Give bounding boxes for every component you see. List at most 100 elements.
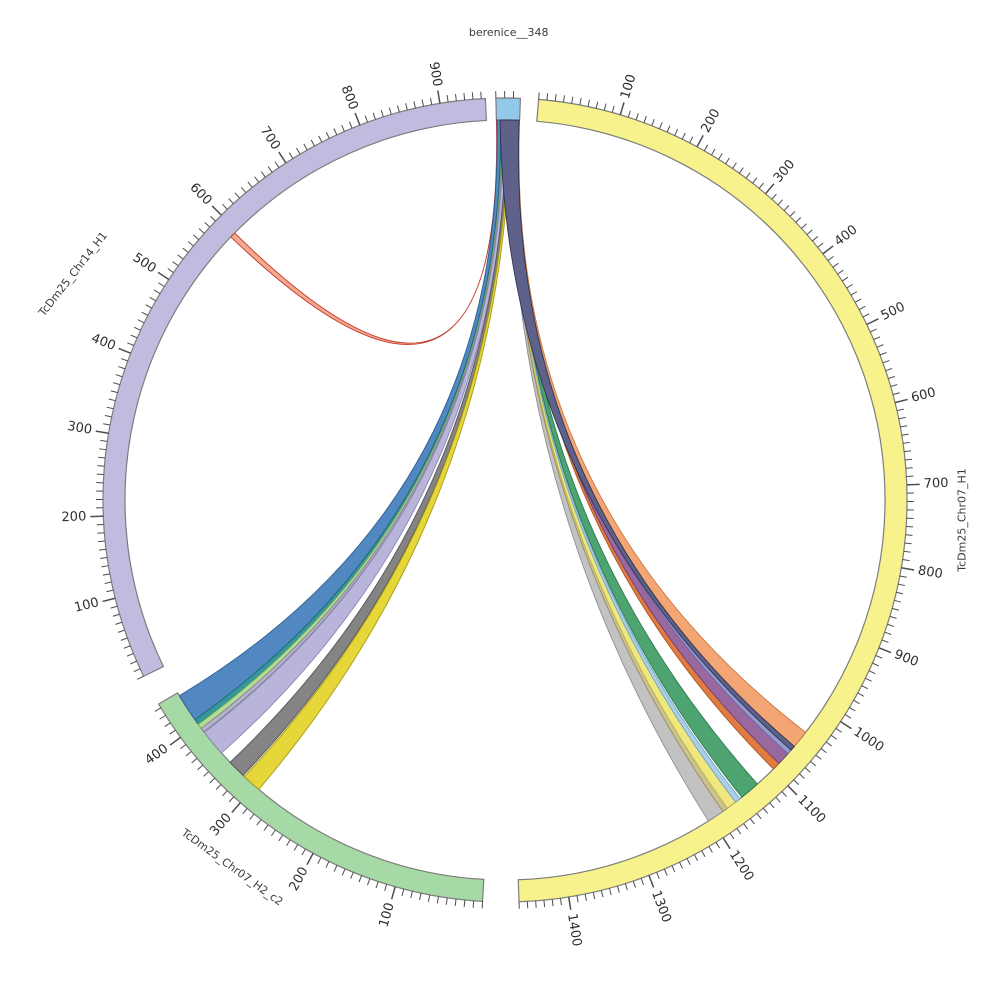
minor-tick bbox=[159, 714, 166, 720]
major-tick bbox=[567, 896, 572, 910]
minor-tick bbox=[333, 128, 338, 136]
major-tick bbox=[878, 647, 892, 654]
minor-tick bbox=[781, 791, 788, 797]
minor-tick bbox=[810, 760, 817, 767]
minor-tick bbox=[671, 865, 676, 873]
minor-tick bbox=[350, 872, 354, 879]
minor-tick bbox=[154, 707, 162, 712]
minor-tick bbox=[293, 844, 299, 851]
tick-label: 500 bbox=[130, 250, 159, 276]
minor-tick bbox=[413, 101, 416, 109]
minor-tick bbox=[455, 93, 457, 102]
minor-tick bbox=[875, 655, 883, 659]
sector-band bbox=[102, 97, 488, 677]
minor-tick bbox=[372, 112, 376, 120]
minor-tick bbox=[738, 167, 744, 174]
tick-label: 800 bbox=[917, 563, 944, 582]
major-tick bbox=[169, 736, 182, 746]
minor-tick bbox=[134, 326, 141, 331]
minor-tick bbox=[752, 177, 758, 184]
minor-tick bbox=[137, 319, 145, 324]
minor-tick bbox=[616, 885, 620, 893]
minor-tick bbox=[112, 613, 120, 617]
tick-label: 100 bbox=[73, 595, 101, 616]
minor-tick bbox=[686, 858, 691, 865]
major-tick bbox=[278, 151, 287, 164]
minor-tick bbox=[865, 677, 872, 682]
minor-tick bbox=[209, 777, 216, 784]
minor-tick bbox=[902, 441, 911, 444]
minor-tick bbox=[806, 229, 813, 236]
minor-tick bbox=[446, 95, 449, 103]
minor-tick bbox=[758, 182, 764, 189]
tick-label: 600 bbox=[187, 180, 215, 208]
minor-tick bbox=[286, 839, 291, 846]
minor-tick bbox=[718, 153, 723, 160]
minor-tick bbox=[367, 878, 371, 886]
minor-tick bbox=[228, 796, 235, 803]
link-slate bbox=[499, 119, 795, 751]
minor-tick bbox=[827, 255, 834, 261]
minor-tick bbox=[98, 540, 106, 543]
major-tick bbox=[822, 245, 834, 255]
minor-tick bbox=[436, 896, 439, 904]
minor-tick bbox=[861, 685, 869, 690]
major-tick bbox=[90, 515, 104, 518]
minor-tick bbox=[421, 99, 425, 107]
sector-band bbox=[158, 692, 485, 902]
minor-tick bbox=[896, 408, 904, 412]
minor-tick bbox=[419, 893, 422, 901]
minor-tick bbox=[260, 171, 266, 178]
link-lightblue bbox=[513, 119, 741, 803]
minor-tick bbox=[562, 95, 565, 103]
minor-tick bbox=[296, 147, 301, 155]
minor-tick bbox=[396, 105, 400, 113]
minor-tick bbox=[899, 575, 907, 578]
minor-tick bbox=[812, 236, 819, 242]
minor-tick bbox=[846, 283, 853, 289]
minor-tick bbox=[301, 848, 306, 856]
tick-label: 200 bbox=[699, 106, 724, 135]
minor-tick bbox=[611, 105, 615, 113]
minor-tick bbox=[185, 751, 192, 757]
minor-tick bbox=[203, 771, 210, 777]
minor-tick bbox=[905, 534, 913, 536]
minor-tick bbox=[703, 144, 709, 152]
minor-tick bbox=[708, 846, 713, 853]
tick-label: 900 bbox=[892, 647, 921, 670]
minor-tick bbox=[783, 205, 790, 211]
minor-tick bbox=[900, 425, 908, 428]
tick-label: 200 bbox=[287, 865, 312, 894]
minor-tick bbox=[841, 276, 849, 282]
major-tick bbox=[722, 837, 731, 850]
minor-tick bbox=[658, 122, 663, 130]
minor-tick bbox=[635, 113, 639, 121]
minor-tick bbox=[729, 832, 735, 840]
major-tick bbox=[118, 347, 132, 354]
minor-tick bbox=[141, 311, 149, 316]
minor-tick bbox=[858, 305, 866, 311]
minor-tick bbox=[546, 93, 549, 101]
minor-tick bbox=[130, 660, 137, 665]
tick-label: 1100 bbox=[794, 793, 828, 827]
tick-label: 200 bbox=[61, 509, 86, 525]
minor-tick bbox=[762, 807, 769, 814]
tick-label: 1300 bbox=[648, 889, 674, 925]
minor-tick bbox=[732, 162, 737, 169]
minor-tick bbox=[894, 599, 902, 603]
minor-tick bbox=[853, 699, 860, 705]
minor-tick bbox=[270, 829, 276, 837]
minor-tick bbox=[405, 103, 408, 111]
minor-tick bbox=[715, 841, 721, 849]
minor-tick bbox=[870, 328, 877, 333]
minor-tick bbox=[106, 406, 114, 410]
minor-tick bbox=[97, 465, 105, 467]
tick-label: 700 bbox=[257, 124, 283, 153]
minor-tick bbox=[278, 834, 284, 842]
tick-label: 400 bbox=[89, 331, 118, 354]
minor-tick bbox=[889, 615, 897, 619]
minor-tick bbox=[600, 890, 604, 898]
minor-tick bbox=[881, 639, 889, 643]
minor-tick bbox=[210, 215, 216, 222]
